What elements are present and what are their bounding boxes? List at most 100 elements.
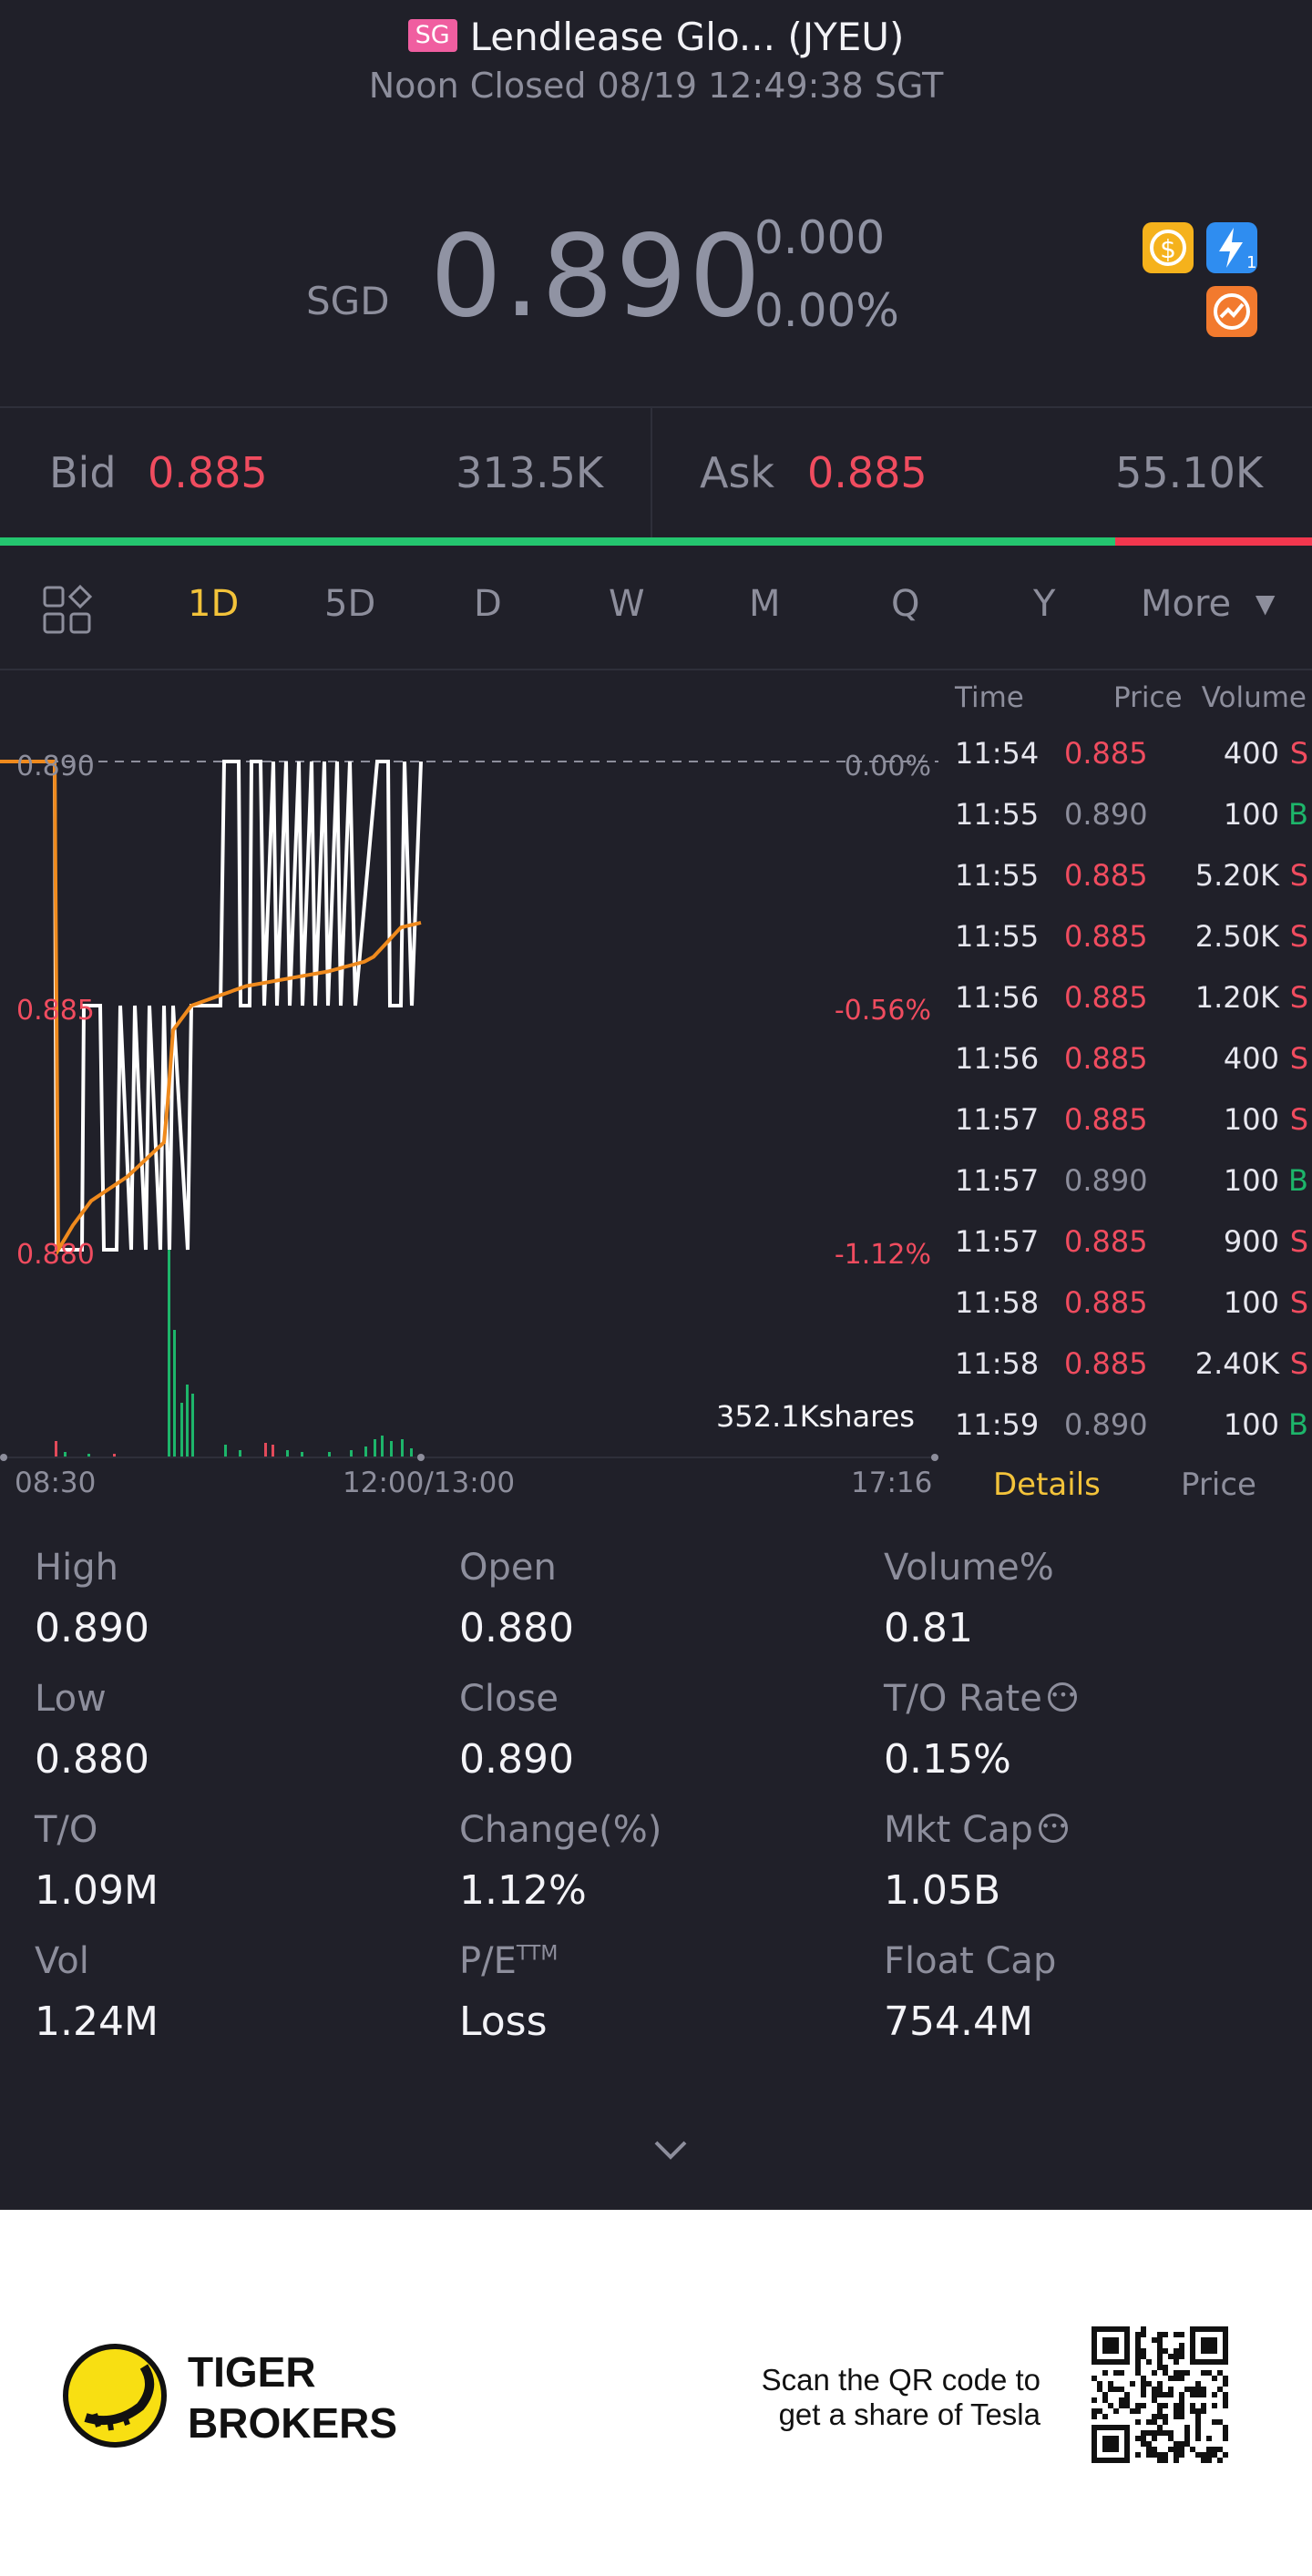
qr-code-icon[interactable] xyxy=(1092,2326,1228,2463)
volume-bar xyxy=(173,1330,176,1457)
trade-time: 11:55 xyxy=(955,797,1040,832)
dollar-icon[interactable]: $ xyxy=(1143,222,1194,273)
stat-vol-label: Vol xyxy=(35,1940,89,1982)
brand-name: TIGER BROKERS xyxy=(188,2346,397,2448)
volume-bar xyxy=(264,1443,267,1457)
trade-side: B xyxy=(1288,797,1308,832)
volume-bar xyxy=(410,1448,413,1457)
tab-q[interactable]: Q xyxy=(891,583,920,625)
x-label-start: 08:30 xyxy=(15,1467,97,1499)
trades-header-volume: Volume xyxy=(1201,681,1307,714)
tab-d[interactable]: D xyxy=(474,583,502,625)
ask-price: 0.885 xyxy=(807,448,928,497)
volume-bar xyxy=(286,1450,289,1457)
trade-row: 11:58 0.885 2.40K S xyxy=(953,1346,1312,1407)
info-icon[interactable]: ••• xyxy=(1047,1682,1077,1712)
trade-row: 11:57 0.890 100 B xyxy=(953,1163,1312,1224)
trade-row: 11:57 0.885 900 S xyxy=(953,1224,1312,1285)
trade-row: 11:55 0.885 2.50K S xyxy=(953,919,1312,980)
volume-bar xyxy=(55,1441,57,1457)
trade-volume: 100 xyxy=(1223,1407,1279,1442)
expand-chevron-icon[interactable] xyxy=(652,2139,689,2164)
trade-price: 0.885 xyxy=(1064,980,1148,1015)
trade-side: S xyxy=(1289,858,1308,893)
trade-time: 11:55 xyxy=(955,919,1040,954)
tab-5d[interactable]: 5D xyxy=(324,583,376,625)
intraday-chart[interactable] xyxy=(0,710,948,1467)
trade-volume: 2.50K xyxy=(1194,919,1279,954)
trade-price: 0.885 xyxy=(1064,1224,1148,1259)
trade-time: 11:56 xyxy=(955,980,1040,1015)
chart-end-dot xyxy=(931,1454,938,1461)
grid-layout-icon[interactable] xyxy=(42,584,93,639)
bid-price: 0.885 xyxy=(148,448,268,497)
trade-volume: 100 xyxy=(1223,1285,1279,1320)
y-label-left-top: 0.890 xyxy=(16,751,95,782)
tab-price[interactable]: Price xyxy=(1181,1467,1256,1503)
volume-bar xyxy=(301,1452,303,1457)
tab-more-label: More xyxy=(1141,583,1232,625)
bid-ask-separator xyxy=(651,408,652,537)
volume-total: 352.1Kshares xyxy=(716,1399,915,1434)
trade-volume: 400 xyxy=(1223,1041,1279,1076)
stock-title: SG Lendlease Glo... (JYEU) xyxy=(0,15,1312,59)
trade-row: 11:57 0.885 100 S xyxy=(953,1102,1312,1163)
trade-side: S xyxy=(1289,1224,1308,1259)
stat-floatcap-label: Float Cap xyxy=(884,1940,1057,1982)
stat-volpct-label: Volume% xyxy=(884,1547,1054,1589)
volume-bar xyxy=(180,1403,183,1457)
trade-time: 11:58 xyxy=(955,1346,1040,1381)
stat-low-value: 0.880 xyxy=(35,1736,149,1783)
market-status: Noon Closed 08/19 12:49:38 SGT xyxy=(368,66,944,106)
trade-row: 11:56 0.885 400 S xyxy=(953,1041,1312,1102)
stat-changepct-label: Change(%) xyxy=(459,1809,662,1851)
trade-time: 11:55 xyxy=(955,858,1040,893)
trades-header-price: Price xyxy=(1113,681,1183,714)
chart-start-dot xyxy=(0,1454,7,1461)
volume-bar xyxy=(364,1446,367,1457)
stat-pe-value: Loss xyxy=(459,1998,548,2045)
average-price-line xyxy=(0,760,422,1257)
price-line xyxy=(0,760,423,1252)
stat-mktcap-label: Mkt Cap ••• xyxy=(884,1809,1068,1851)
stat-mktcap-value: 1.05B xyxy=(884,1867,1001,1914)
trade-time: 11:57 xyxy=(955,1163,1040,1198)
stat-torate-label-text: T/O Rate xyxy=(884,1678,1042,1720)
tab-y[interactable]: Y xyxy=(1033,583,1056,625)
tab-w[interactable]: W xyxy=(609,583,645,625)
tab-more[interactable]: More ▼ xyxy=(1141,583,1275,625)
tab-details[interactable]: Details xyxy=(993,1467,1101,1503)
y-label-left-mid: 0.885 xyxy=(16,995,95,1027)
divider xyxy=(0,406,1312,408)
y-label-right-mid: -0.56% xyxy=(834,995,931,1027)
trade-volume: 2.40K xyxy=(1194,1346,1279,1381)
trades-header-time: Time xyxy=(955,681,1024,714)
volume-bar xyxy=(113,1454,116,1457)
stat-to-value: 1.09M xyxy=(35,1867,159,1914)
info-icon[interactable]: ••• xyxy=(1038,1814,1068,1843)
orange-chart-icon[interactable] xyxy=(1206,286,1257,337)
trade-price: 0.885 xyxy=(1064,1346,1148,1381)
trade-price: 0.890 xyxy=(1064,1407,1148,1442)
stat-pe-label: P/ETTM xyxy=(459,1940,558,1982)
flash-icon[interactable]: 1 xyxy=(1206,222,1257,273)
x-label-lunch: 12:00/13:00 xyxy=(343,1467,516,1499)
trade-price: 0.885 xyxy=(1064,919,1148,954)
trade-time: 11:56 xyxy=(955,1041,1040,1076)
trade-time: 11:57 xyxy=(955,1224,1040,1259)
trade-price: 0.885 xyxy=(1064,736,1148,771)
volume-bar xyxy=(168,1248,170,1457)
trade-side: S xyxy=(1289,1041,1308,1076)
tab-m[interactable]: M xyxy=(749,583,781,625)
y-label-left-bottom: 0.880 xyxy=(16,1239,95,1271)
volume-bar xyxy=(224,1445,227,1457)
trade-time: 11:59 xyxy=(955,1407,1040,1442)
trade-price: 0.885 xyxy=(1064,1041,1148,1076)
trade-row: 11:58 0.885 100 S xyxy=(953,1285,1312,1346)
trade-volume: 100 xyxy=(1223,1102,1279,1137)
trade-time: 11:54 xyxy=(955,736,1040,771)
volume-bar xyxy=(64,1452,67,1457)
tab-1d[interactable]: 1D xyxy=(188,583,240,625)
chevron-down-icon: ▼ xyxy=(1255,588,1276,618)
brand-line-1: TIGER xyxy=(188,2348,316,2396)
